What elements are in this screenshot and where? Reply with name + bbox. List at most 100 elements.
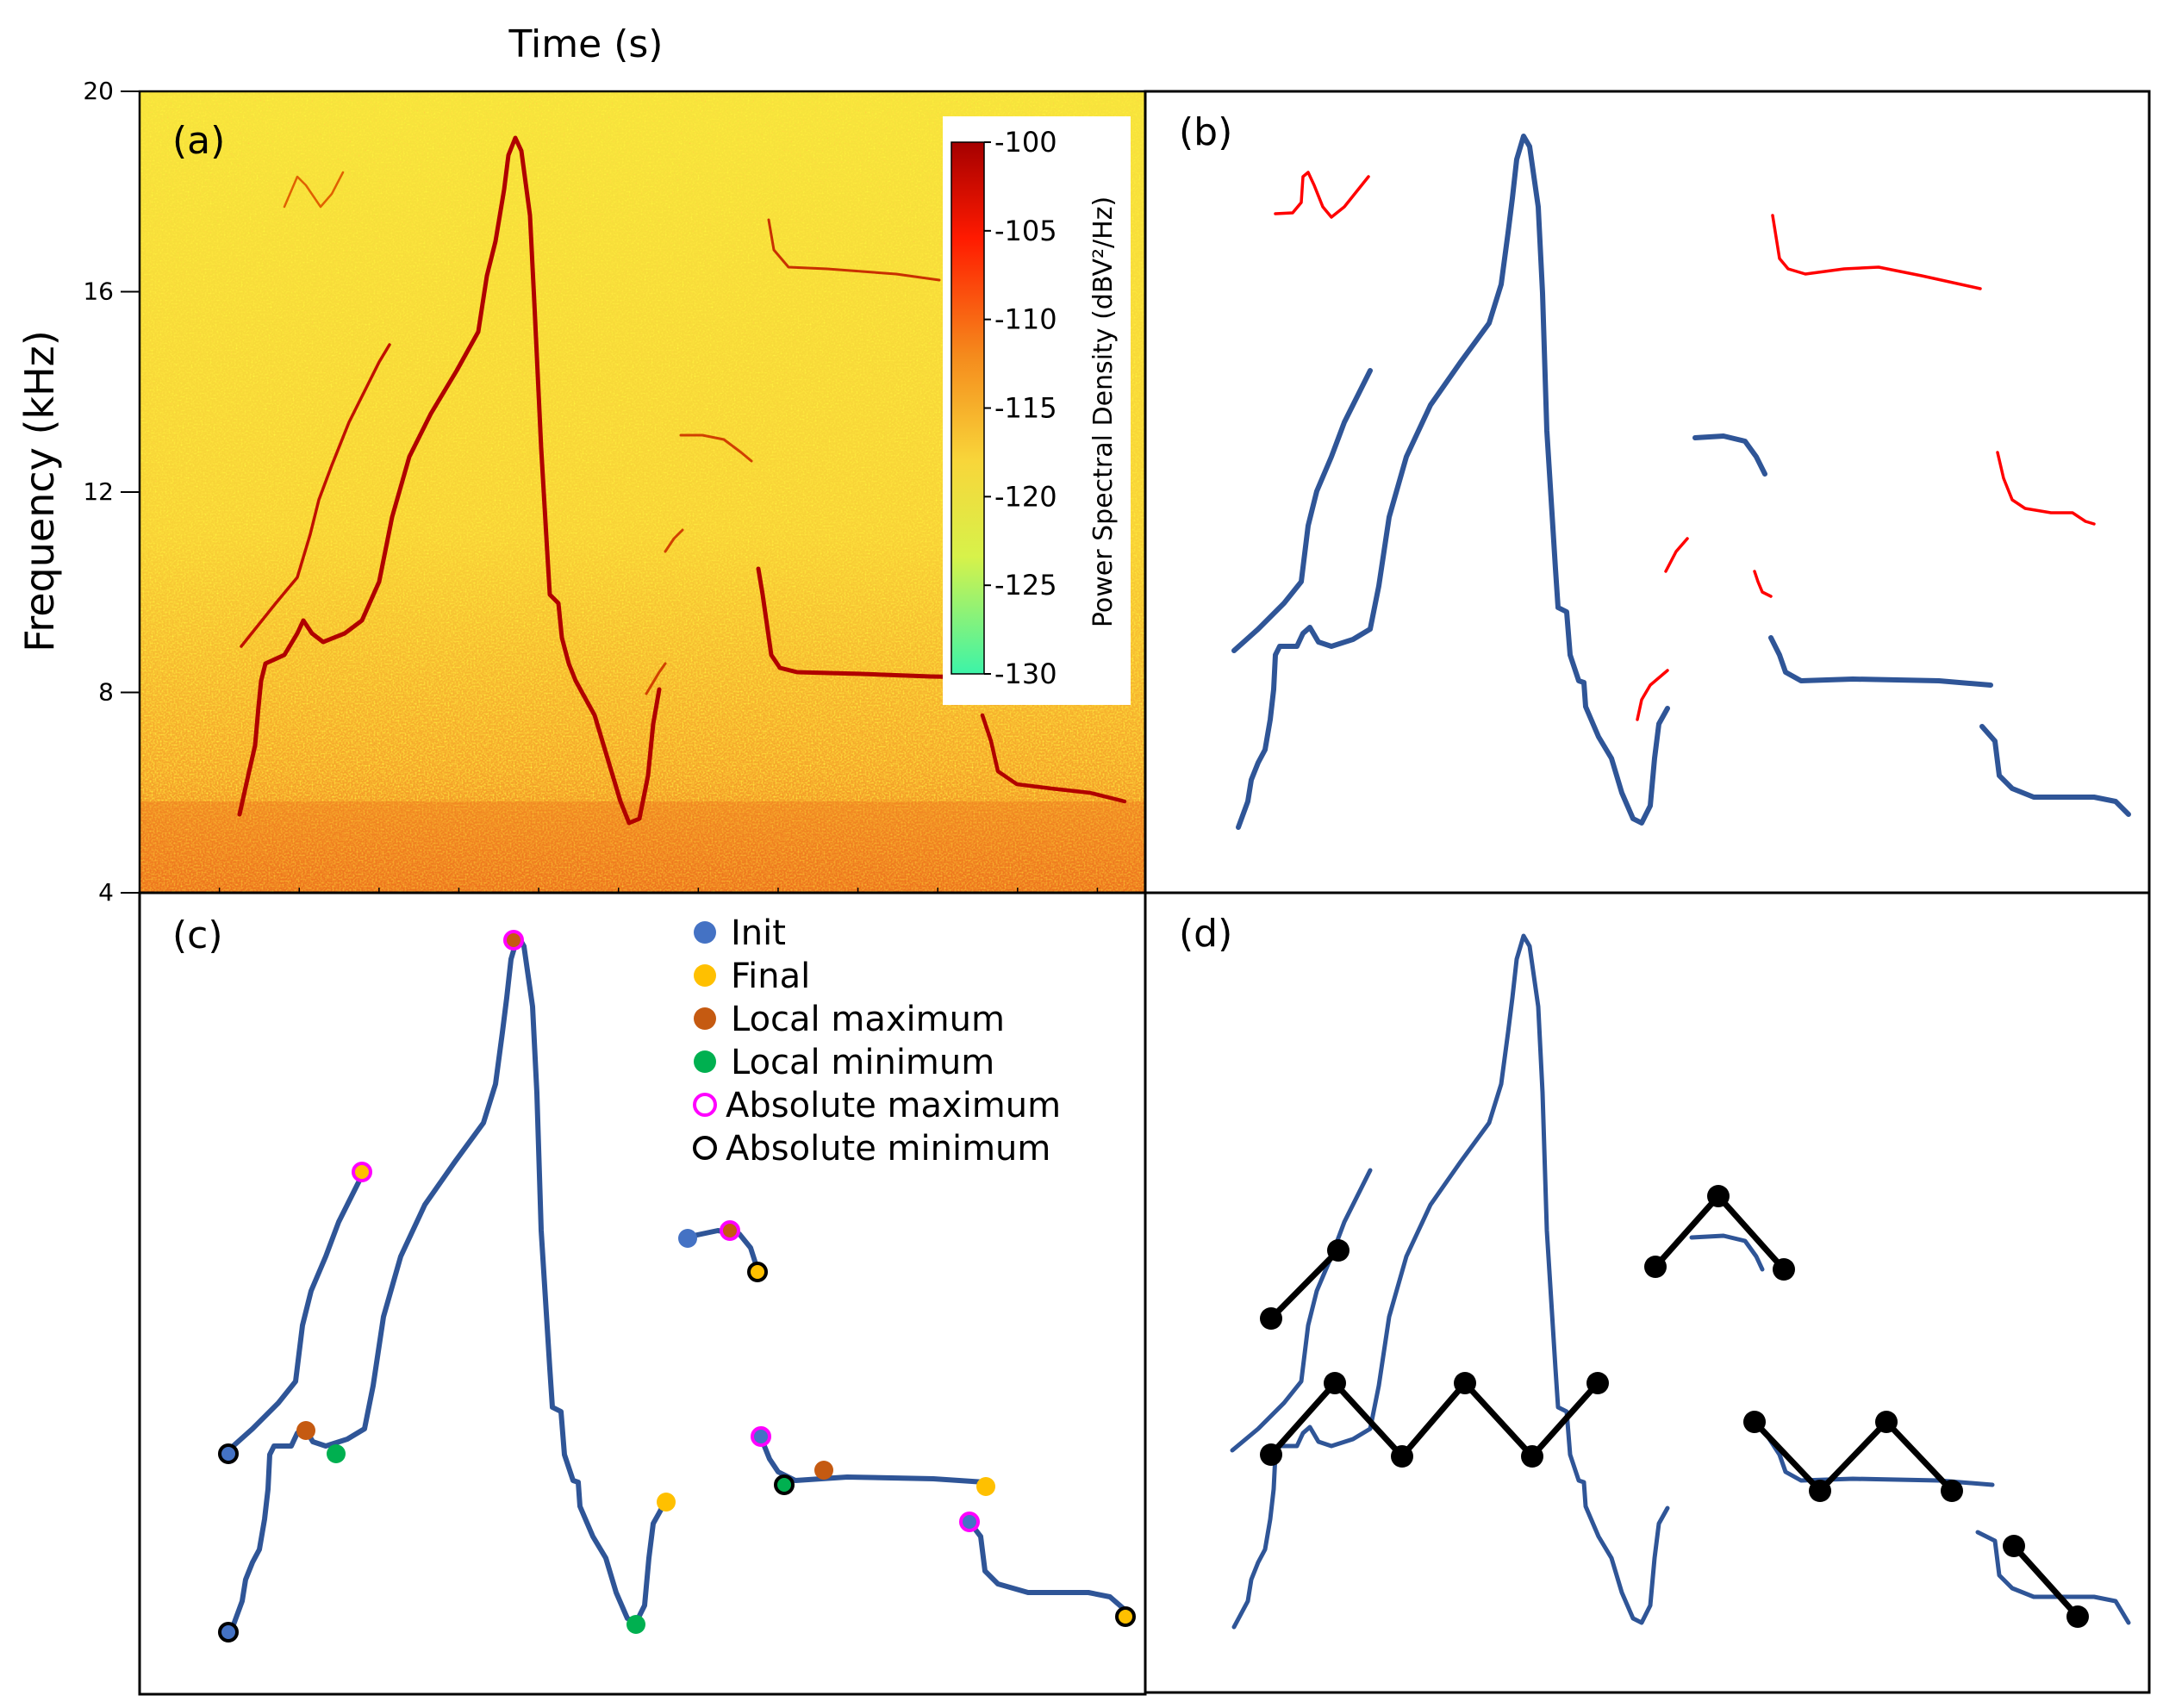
panel-c-contour-upper-left bbox=[226, 1168, 367, 1453]
panel-d-zigzag-segments bbox=[1269, 1193, 2080, 1619]
panel-d-zigzag-nodes bbox=[1260, 1185, 2089, 1628]
panel-d-label: (d) bbox=[1179, 912, 1232, 956]
panel-d-contour-right-low bbox=[1766, 1435, 1995, 1487]
marker-final bbox=[976, 1477, 995, 1496]
zigzag-node bbox=[1454, 1372, 1476, 1394]
panel-a-y-ticks: 4 8 12 16 20 bbox=[83, 77, 140, 907]
panel-a-spectrogram: -100 -105 -110 -115 -120 -125 -130 Power Spect… bbox=[16, 22, 1147, 907]
panel-b-contour-arc bbox=[1692, 433, 1767, 477]
panel-c-legend: Init Final Local maximum Local minimum Absol… bbox=[693, 913, 1061, 1169]
marker-absolute-minimum bbox=[1115, 1606, 1136, 1627]
zigzag-node bbox=[1391, 1445, 1413, 1468]
panel-b-fragment-right bbox=[1996, 451, 2096, 526]
panel-b-fragment-top-left bbox=[1274, 171, 1370, 219]
marker-local-maximum bbox=[296, 1421, 315, 1440]
zigzag-node bbox=[1809, 1480, 1831, 1502]
zigzag-node bbox=[1743, 1411, 1766, 1433]
zigzag-node bbox=[1327, 1239, 1350, 1262]
panel-c-contour-right-low bbox=[758, 1435, 988, 1485]
spectrogram-whistle-mid-arc bbox=[679, 433, 753, 463]
colorbar-tick-label: -110 bbox=[994, 303, 1057, 336]
zigzag-right-drop bbox=[2011, 1543, 2080, 1619]
zigzag-node bbox=[1260, 1443, 1282, 1466]
panel-c-markers bbox=[218, 930, 1136, 1643]
marker-init bbox=[218, 1443, 239, 1464]
panel-d-contour-right-drop bbox=[1975, 1530, 2131, 1625]
y-tick-label: 4 bbox=[98, 878, 114, 907]
legend-label: Absolute maximum bbox=[726, 1086, 1061, 1125]
spectrogram-whistle-upper-left bbox=[240, 343, 391, 648]
y-tick-label: 16 bbox=[83, 277, 114, 306]
colorbar-tick-label: -100 bbox=[994, 126, 1057, 159]
panel-b-fragment-mid-1 bbox=[1664, 537, 1689, 573]
spectrogram-whistle-right-high bbox=[767, 218, 941, 282]
panel-d-frame bbox=[1144, 891, 2151, 1694]
legend-label: Local minimum bbox=[731, 1043, 994, 1082]
colorbar-label: Power Spectral Density (dBV²/Hz) bbox=[1088, 196, 1119, 627]
y-tick-label: 20 bbox=[83, 77, 114, 105]
zigzag-upper-left bbox=[1269, 1248, 1341, 1321]
panel-b-contours: (b) bbox=[1144, 90, 2151, 895]
marker-final bbox=[657, 1493, 676, 1512]
panel-b-fragment-mid-3 bbox=[1753, 570, 1773, 598]
panel-b-contour-right-drop bbox=[1979, 724, 2131, 817]
legend-label: Absolute minimum bbox=[726, 1129, 1050, 1169]
zigzag-node bbox=[2066, 1605, 2089, 1628]
marker-absolute-maximum bbox=[720, 1220, 740, 1241]
marker-final bbox=[352, 1162, 372, 1182]
zigzag-node bbox=[1324, 1372, 1346, 1394]
panel-a-y-label: Frequency (kHz) bbox=[16, 330, 63, 652]
legend-marker bbox=[694, 964, 716, 987]
spectrogram-whistle-mid-small bbox=[645, 528, 684, 695]
zigzag-node bbox=[1260, 1307, 1282, 1330]
panel-c-contour-main bbox=[230, 933, 664, 1630]
legend-marker bbox=[694, 1007, 716, 1030]
panel-d-contour-main bbox=[1231, 933, 1670, 1630]
y-tick-label: 12 bbox=[83, 477, 114, 506]
panel-d-contour-arc bbox=[1689, 1233, 1765, 1272]
marker-absolute-minimum bbox=[774, 1474, 795, 1495]
spectrogram-whistle-top-faint bbox=[283, 171, 345, 209]
zigzag-node bbox=[1644, 1256, 1667, 1278]
spectrogram-floor-noise bbox=[140, 801, 1145, 893]
spectrogram-whistle-right-drop bbox=[980, 713, 1127, 804]
colorbar bbox=[951, 141, 985, 675]
panel-b-contour-right-low bbox=[1768, 635, 1993, 688]
zigzag-right-low bbox=[1752, 1418, 1954, 1494]
panel-c-label: (c) bbox=[172, 913, 223, 957]
panel-d-zigzag: (d) bbox=[1144, 891, 2151, 1694]
panel-a-x-label: Time (s) bbox=[508, 22, 664, 66]
colorbar-tick-label: -120 bbox=[994, 480, 1057, 513]
spectrogram-whistle-right-low bbox=[756, 566, 981, 680]
spectrogram-whistle-main bbox=[237, 135, 662, 826]
colorbar-tick-label: -105 bbox=[994, 215, 1057, 247]
legend-label: Init bbox=[731, 913, 786, 953]
legend-marker bbox=[694, 921, 716, 944]
panel-b-contour-main bbox=[1236, 134, 1670, 830]
panel-a-label: (a) bbox=[172, 119, 225, 163]
marker-absolute-maximum bbox=[751, 1426, 771, 1447]
legend-label: Local maximum bbox=[731, 1000, 1005, 1039]
panel-d-contour-upper-left bbox=[1230, 1168, 1373, 1453]
zigzag-node bbox=[1773, 1258, 1795, 1281]
legend-marker bbox=[693, 1093, 717, 1117]
marker-init bbox=[218, 1622, 239, 1643]
colorbar-tick-label: -130 bbox=[994, 658, 1057, 690]
marker-local-minimum bbox=[626, 1615, 645, 1634]
colorbar-tick-label: -125 bbox=[994, 569, 1057, 602]
marker-local-minimum bbox=[327, 1444, 346, 1463]
marker-init bbox=[678, 1229, 697, 1248]
zigzag-node bbox=[1875, 1411, 1898, 1433]
panel-b-label: (b) bbox=[1179, 110, 1232, 154]
colorbar-tick-label: -115 bbox=[994, 392, 1057, 425]
marker-absolute-maximum bbox=[959, 1512, 980, 1532]
marker-absolute-minimum bbox=[747, 1262, 768, 1282]
marker-absolute-maximum bbox=[503, 930, 524, 951]
legend-marker bbox=[693, 1136, 717, 1160]
zigzag-node bbox=[1707, 1185, 1730, 1207]
colorbar-ticks: -100 -105 -110 -115 -120 -125 -130 bbox=[984, 126, 1057, 690]
panel-c-contour-right-drop bbox=[967, 1519, 1125, 1611]
panel-b-fragment-mid-2 bbox=[1636, 669, 1669, 721]
